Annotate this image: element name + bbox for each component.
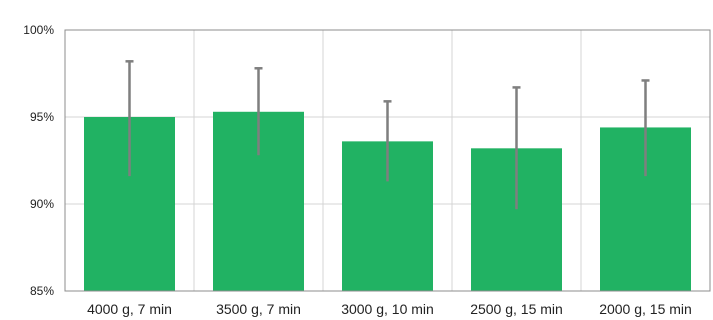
x-category-label: 2500 g, 15 min	[470, 301, 563, 317]
y-tick-label: 95%	[30, 110, 54, 124]
x-axis-category-labels: 4000 g, 7 min 3500 g, 7 min 3000 g, 10 min…	[87, 301, 692, 317]
x-category-label: 3500 g, 7 min	[216, 301, 301, 317]
error-bars	[125, 60, 650, 210]
y-tick-label: 85%	[30, 284, 54, 298]
plot-frame	[64, 29, 711, 292]
y-tick-label: 100%	[23, 23, 54, 37]
y-tick-label: 90%	[30, 197, 54, 211]
x-category-label: 3000 g, 10 min	[341, 301, 434, 317]
y-axis-tick-labels: 85% 90% 95% 100%	[23, 23, 54, 298]
x-category-label: 4000 g, 7 min	[87, 301, 172, 317]
x-category-label: 2000 g, 15 min	[599, 301, 692, 317]
